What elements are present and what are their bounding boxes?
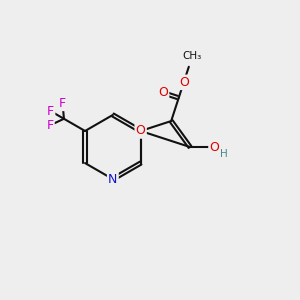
Text: O: O bbox=[158, 86, 168, 99]
Text: O: O bbox=[209, 140, 219, 154]
Text: N: N bbox=[108, 172, 118, 186]
Text: F: F bbox=[59, 97, 66, 110]
Text: F: F bbox=[47, 105, 54, 118]
Text: CH₃: CH₃ bbox=[183, 51, 202, 61]
Text: F: F bbox=[46, 119, 53, 132]
Text: O: O bbox=[136, 124, 146, 137]
Text: H: H bbox=[220, 148, 228, 159]
Text: O: O bbox=[179, 76, 189, 89]
